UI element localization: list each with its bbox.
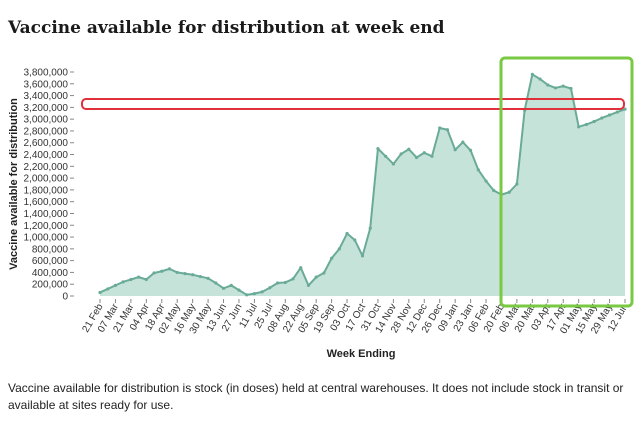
data-point [330,256,334,260]
data-point [368,226,372,230]
data-point [360,254,365,258]
y-tick-label: 1,400,000 [24,209,69,220]
area-fill [100,74,625,296]
data-point [229,283,233,287]
data-point [175,270,179,275]
y-tick-label: 2,200,000 [24,162,69,173]
data-point [453,148,457,152]
y-tick-label: 1,800,000 [24,185,69,196]
data-point [353,238,357,242]
data-point [391,162,395,166]
data-point [144,277,148,282]
data-point [237,288,241,292]
data-point [461,140,465,144]
y-tick-label: 1,600,000 [24,197,69,208]
y-tick-label: 2,600,000 [24,138,69,149]
y-tick-label: 200,000 [32,280,69,291]
data-point [430,154,434,158]
data-point [600,116,604,120]
data-point [484,179,488,183]
chart-title: Vaccine available for distribution at we… [8,18,445,38]
data-point [98,290,102,295]
data-point [592,119,596,124]
data-point [314,275,318,279]
area-chart: 0200,000400,000600,000800,0001,000,0001,… [8,56,634,360]
data-point [584,122,588,127]
data-point [337,247,341,251]
data-point [569,86,573,91]
y-tick-label: 2,800,000 [24,126,69,137]
y-axis: 0200,000400,000600,000800,0001,000,0001,… [24,68,74,303]
y-tick-label: 3,400,000 [24,91,69,102]
data-point [183,272,187,276]
y-tick-label: 3,600,000 [24,79,69,90]
data-point [137,275,141,279]
data-point [121,280,125,284]
data-point [384,154,388,158]
data-point [260,290,264,294]
data-point [160,269,164,273]
y-tick-label: 400,000 [32,268,69,279]
y-tick-label: 3,800,000 [24,68,69,79]
data-point [553,86,558,90]
data-point [615,110,619,114]
data-point [322,271,326,275]
data-point [129,277,133,282]
data-point [507,190,511,194]
data-point [607,113,612,117]
data-point [515,182,519,186]
data-point [198,274,202,279]
data-point [376,147,380,151]
data-point [407,147,411,151]
data-point [345,231,349,236]
data-point [167,267,172,271]
data-point [245,293,249,297]
data-point [113,283,118,287]
y-axis-label: Vaccine available for distribution [8,98,20,270]
x-axis-label: Week Ending [327,348,396,360]
data-point [268,286,272,290]
y-tick-label: 2,400,000 [24,150,69,161]
data-point [538,77,542,81]
red-annotation-box [81,98,625,110]
data-point [152,271,156,275]
data-point [492,188,496,193]
data-point [445,128,450,132]
data-point [252,292,257,296]
y-tick-label: 1,200,000 [24,221,69,232]
data-point [106,287,110,291]
y-tick-label: 0 [62,292,68,303]
data-point [577,125,581,129]
data-point [546,83,550,87]
green-annotation-box [499,56,634,308]
chart-caption: Vaccine available for distribution is st… [8,381,624,412]
data-point [623,107,627,111]
data-point [399,152,403,156]
y-tick-label: 2,000,000 [24,174,69,185]
data-point [191,273,195,277]
data-point [275,281,280,285]
data-point [283,280,287,285]
y-tick-label: 3,000,000 [24,115,69,126]
data-point [206,276,210,280]
data-point [214,281,218,285]
data-point [438,126,442,130]
data-point [530,72,534,76]
data-point [468,148,473,152]
data-point [414,155,419,160]
y-tick-label: 1,000,000 [24,233,69,244]
data-point [221,286,226,290]
data-point [476,168,480,172]
y-tick-label: 3,200,000 [24,103,69,114]
data-point [291,277,295,281]
data-point [422,151,426,155]
data-point [306,283,311,287]
y-tick-label: 600,000 [32,256,69,267]
y-tick-label: 800,000 [32,244,69,255]
data-point [561,84,565,88]
data-point [299,266,303,270]
